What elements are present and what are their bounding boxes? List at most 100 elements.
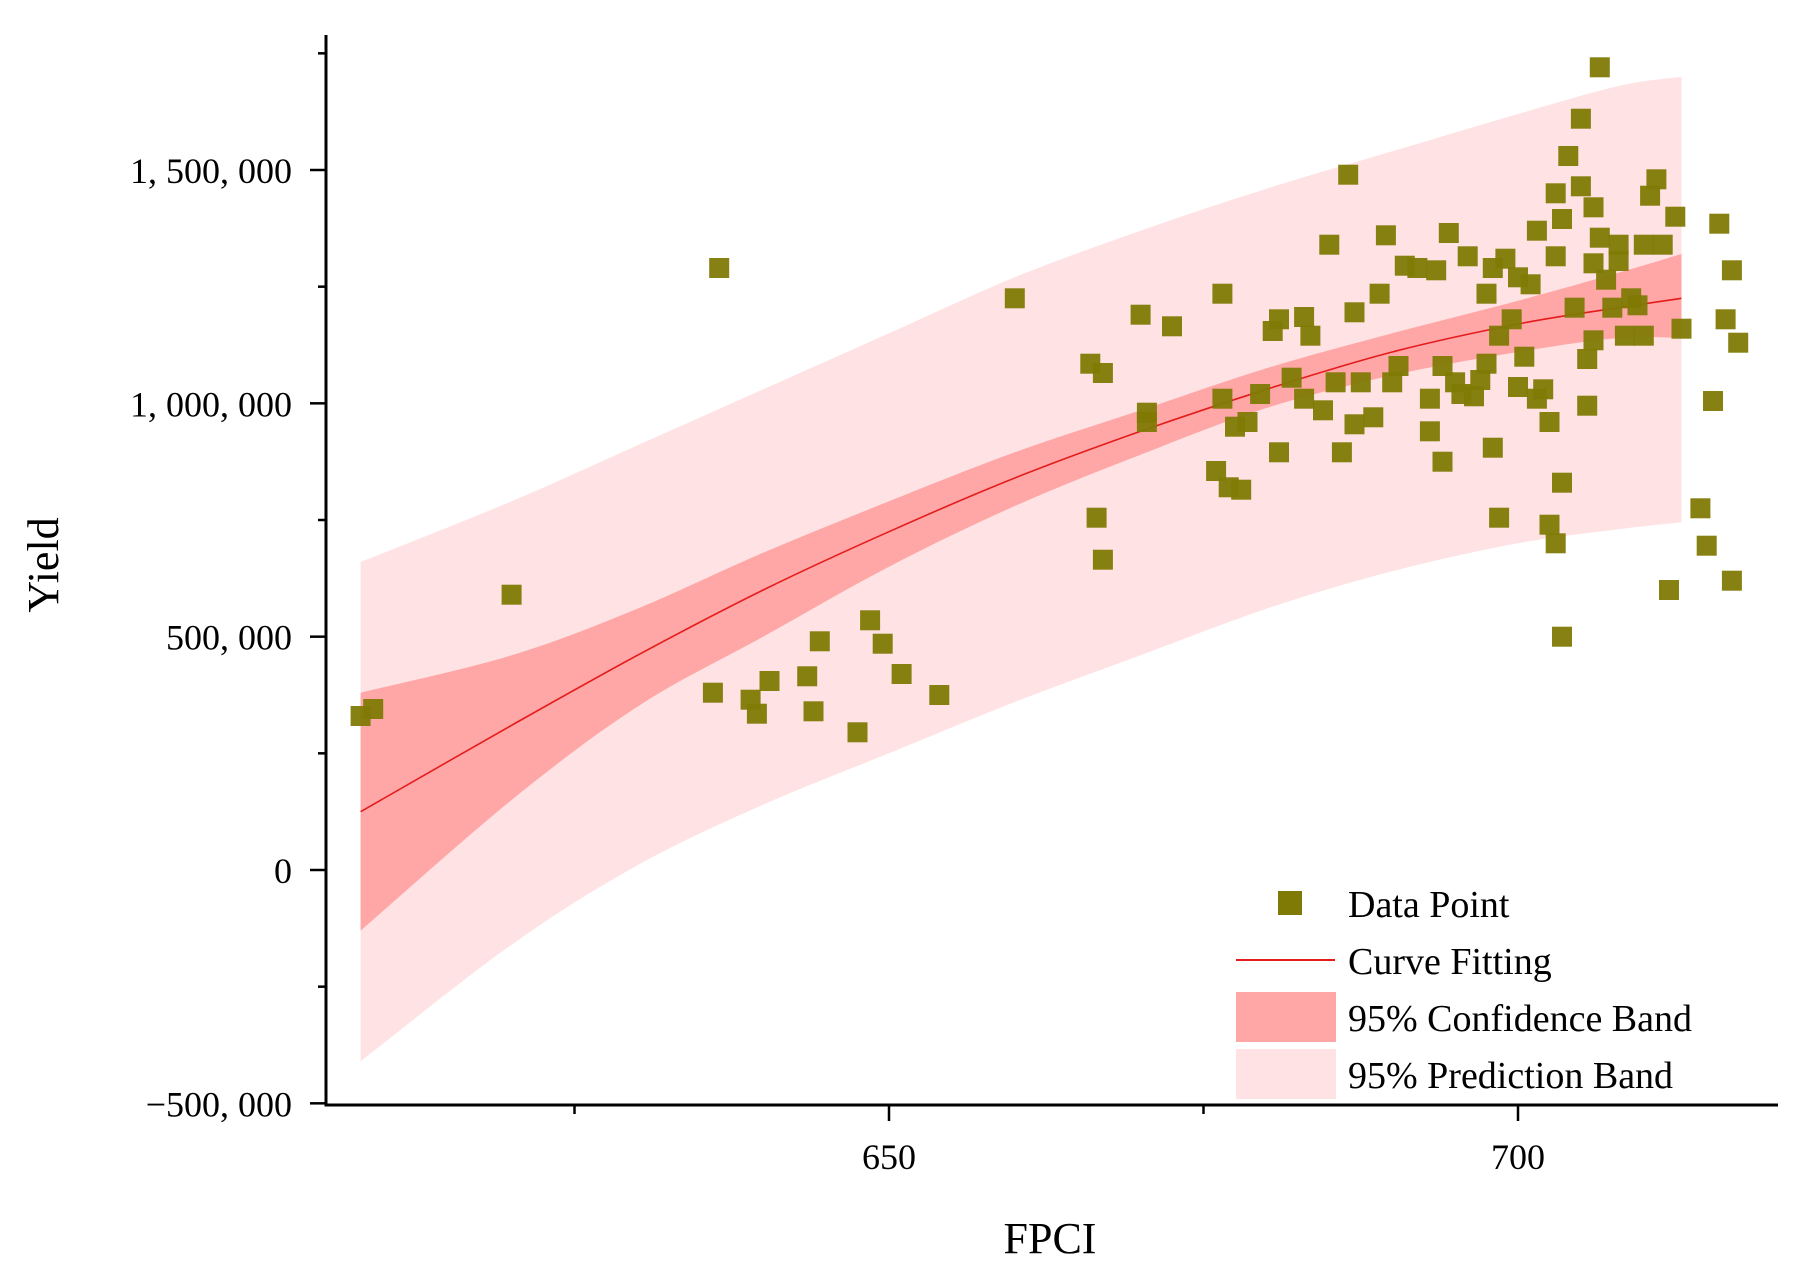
data-point xyxy=(809,631,830,652)
data-point xyxy=(1533,379,1554,400)
data-point xyxy=(929,685,950,705)
data-point xyxy=(1552,472,1572,493)
data-point xyxy=(1539,412,1560,432)
data-point xyxy=(860,610,881,631)
data-point xyxy=(1206,461,1227,481)
data-point xyxy=(1237,412,1258,432)
data-point xyxy=(1086,507,1107,528)
data-point xyxy=(1350,372,1371,393)
data-point xyxy=(1130,304,1151,325)
data-point xyxy=(1570,108,1591,129)
data-point xyxy=(1690,498,1711,519)
data-point xyxy=(1388,356,1409,376)
data-point xyxy=(1426,260,1447,281)
legend-label-fit: Curve Fitting xyxy=(1348,941,1552,983)
data-point xyxy=(1294,388,1315,409)
data-point xyxy=(363,699,384,719)
data-point xyxy=(1375,225,1396,246)
data-point xyxy=(746,703,767,724)
data-point xyxy=(872,633,893,654)
y-tick-label: 1, 500, 000 xyxy=(130,151,292,191)
data-point xyxy=(1344,302,1365,323)
x-tick-label: 700 xyxy=(1491,1137,1545,1177)
data-point xyxy=(1577,395,1598,416)
data-point xyxy=(1552,626,1572,647)
data-point xyxy=(501,584,522,605)
data-point xyxy=(1092,363,1113,383)
data-point xyxy=(1589,227,1610,248)
data-point xyxy=(1476,283,1497,304)
data-point xyxy=(1382,372,1403,393)
legend-data-point-icon xyxy=(1278,891,1302,915)
data-point xyxy=(1092,549,1113,570)
data-point xyxy=(1577,349,1598,369)
data-point xyxy=(1633,234,1654,255)
data-point xyxy=(1212,283,1233,304)
data-point xyxy=(1231,479,1252,500)
data-point xyxy=(1319,234,1340,255)
data-point xyxy=(1589,57,1610,78)
data-point xyxy=(1570,176,1591,197)
data-point xyxy=(1438,223,1459,243)
data-point xyxy=(803,701,824,722)
data-point xyxy=(1476,353,1497,374)
data-point xyxy=(1665,206,1686,227)
data-point xyxy=(1583,330,1604,351)
legend-label-pred: 95% Prediction Band xyxy=(1348,1055,1673,1097)
data-point xyxy=(1300,325,1321,346)
data-point xyxy=(1583,253,1604,274)
data-point xyxy=(1728,332,1749,353)
legend-prediction-band-icon xyxy=(1236,1049,1336,1099)
data-point xyxy=(1721,260,1742,281)
y-tick-label: 1, 000, 000 xyxy=(130,384,292,424)
data-point xyxy=(1508,377,1528,397)
data-point xyxy=(847,722,868,743)
data-point xyxy=(1583,197,1604,218)
data-point xyxy=(1545,533,1566,554)
data-point xyxy=(1627,295,1648,316)
data-point xyxy=(1419,388,1440,409)
data-point xyxy=(1464,386,1484,407)
prediction-band xyxy=(360,76,1682,1062)
data-point xyxy=(1596,269,1617,290)
data-point xyxy=(1369,283,1390,304)
data-point xyxy=(1269,309,1289,330)
data-point xyxy=(1709,213,1730,234)
data-point xyxy=(1652,234,1673,255)
legend-label-data: Data Point xyxy=(1348,884,1510,926)
data-point xyxy=(1489,507,1510,528)
data-point xyxy=(1671,318,1692,339)
data-point xyxy=(1526,220,1547,241)
x-axis-title: FPCI xyxy=(1004,1214,1097,1263)
data-point xyxy=(1646,169,1667,190)
data-point xyxy=(1281,367,1302,388)
data-point xyxy=(1136,402,1157,423)
data-point xyxy=(1539,514,1560,535)
y-tick-label: 500, 000 xyxy=(166,618,292,658)
data-point xyxy=(1363,407,1384,428)
data-point xyxy=(891,664,912,684)
data-point xyxy=(1457,246,1478,267)
data-point xyxy=(1552,209,1572,229)
data-point xyxy=(1501,309,1522,330)
data-point xyxy=(1608,251,1629,271)
plot-area xyxy=(350,57,1749,1062)
data-point xyxy=(1614,325,1635,346)
data-point xyxy=(1608,234,1629,255)
data-point xyxy=(1514,346,1535,367)
data-point xyxy=(1564,297,1585,318)
data-point xyxy=(1313,400,1333,421)
data-point xyxy=(1520,274,1541,295)
legend: Data Point Curve Fitting 95% Confidence Ba… xyxy=(1236,884,1692,1099)
data-point xyxy=(1715,309,1736,330)
data-point xyxy=(709,258,730,278)
y-tick-label: 0 xyxy=(274,851,292,891)
data-point xyxy=(1470,370,1491,390)
data-point xyxy=(1407,258,1428,278)
data-point xyxy=(1482,437,1503,458)
data-point xyxy=(1659,580,1679,600)
data-point xyxy=(1721,570,1742,591)
data-point xyxy=(1545,246,1566,267)
data-point xyxy=(1432,451,1453,472)
data-point xyxy=(1212,388,1233,409)
